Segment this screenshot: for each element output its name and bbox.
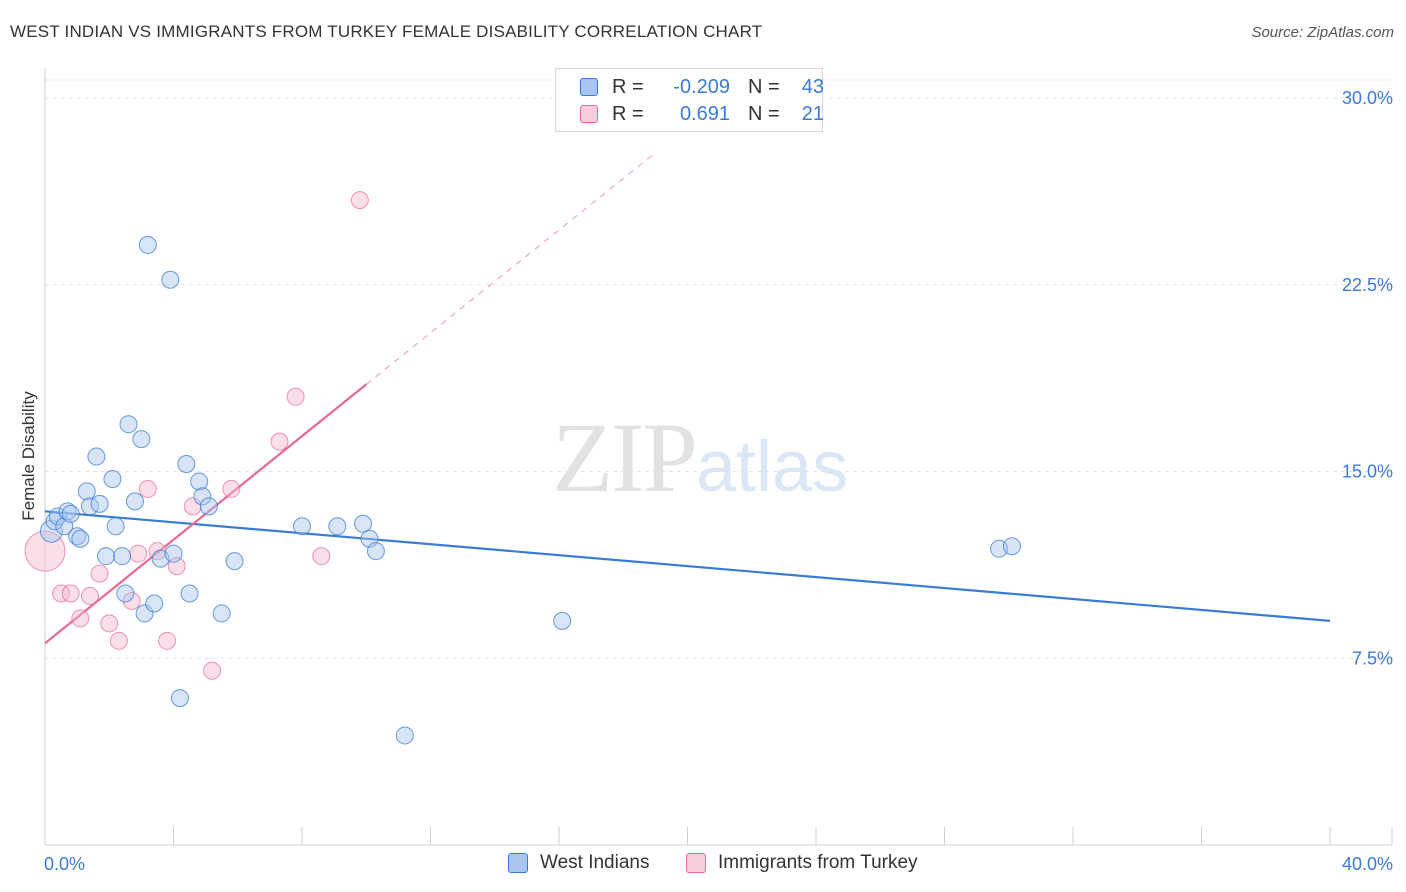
trend-lines (44, 152, 1331, 645)
watermark: ZIPatlas (552, 400, 848, 515)
data-point-turkey (129, 544, 148, 563)
legend-item-turkey: Immigrants from Turkey (686, 852, 918, 874)
y-axis-label: Female Disability (19, 391, 38, 521)
data-point-west-indians (116, 584, 135, 603)
data-point-west-indians (97, 547, 116, 566)
data-point-west-indians (87, 447, 106, 466)
source-credit: Source: ZipAtlas.com (1251, 24, 1394, 41)
trend-line-west-indians (44, 510, 1331, 622)
data-point-west-indians (293, 517, 311, 536)
data-point-turkey (52, 584, 71, 603)
data-point-west-indians (212, 604, 231, 623)
data-point-turkey (222, 479, 241, 498)
y-tick-label: 7.5% (1352, 648, 1393, 668)
legend-n-value: 21 (801, 102, 824, 125)
data-point-west-indians (225, 552, 244, 571)
data-points (24, 191, 1021, 745)
data-point-turkey (109, 631, 128, 650)
y-tick-label: 15.0% (1342, 462, 1393, 482)
chart-title: WEST INDIAN VS IMMIGRANTS FROM TURKEY FE… (10, 22, 763, 41)
legend-label-west-indians: West Indians (540, 852, 650, 873)
data-point-west-indians (145, 594, 164, 613)
data-point-turkey (71, 609, 90, 628)
data-point-west-indians (58, 502, 77, 521)
series-legend: West Indians Immigrants from Turkey (0, 852, 1406, 878)
data-point-west-indians (170, 689, 189, 708)
legend-swatch-blue (580, 78, 598, 96)
data-point-west-indians (113, 547, 132, 566)
legend-r-label: R = (612, 102, 644, 125)
data-point-west-indians (177, 455, 196, 474)
legend-row-west-indians: R = -0.209 N = 43 (580, 76, 824, 98)
data-point-turkey (100, 614, 119, 633)
data-point-west-indians (68, 527, 87, 546)
legend-r-value: -0.209 (673, 75, 730, 98)
watermark-atlas: atlas (696, 427, 849, 507)
data-point-turkey (80, 587, 99, 605)
data-point-west-indians (119, 415, 138, 434)
data-point-west-indians (199, 497, 218, 516)
data-point-west-indians (1002, 537, 1021, 556)
legend-label-turkey: Immigrants from Turkey (718, 852, 918, 873)
watermark-zip: ZIP (552, 402, 698, 513)
data-point-west-indians (164, 544, 183, 563)
legend-n-value: 43 (801, 75, 824, 98)
legend-swatch-pink (580, 105, 598, 123)
data-point-west-indians (39, 519, 63, 543)
y-tick-label: 30.0% (1342, 88, 1393, 108)
data-point-west-indians (366, 542, 385, 561)
legend-row-turkey: R = 0.691 N = 21 (580, 103, 824, 125)
y-tick-label: 22.5% (1342, 275, 1393, 295)
data-point-west-indians (161, 270, 180, 289)
axes (44, 68, 1393, 846)
legend-r-value: 0.691 (679, 102, 730, 125)
data-point-turkey (312, 547, 331, 566)
data-point-west-indians (193, 487, 212, 506)
legend-swatch-blue (508, 853, 528, 873)
legend-n-label: N = (748, 102, 780, 125)
data-point-west-indians (354, 514, 373, 533)
data-point-west-indians (328, 517, 347, 536)
data-point-west-indians (132, 430, 151, 449)
data-point-west-indians (45, 512, 64, 531)
x-tick-label: 0.0% (44, 854, 85, 874)
data-point-turkey (183, 497, 202, 516)
data-point-west-indians (180, 584, 199, 603)
trend-line-turkey-extension (365, 152, 656, 385)
data-point-west-indians (103, 469, 122, 488)
x-tick-label: 40.0% (1342, 854, 1393, 874)
correlation-legend: R = -0.209 N = 43 R = 0.691 N = 21 (555, 68, 824, 132)
legend-r-label: R = (612, 75, 644, 98)
data-point-turkey (270, 432, 289, 451)
data-point-west-indians (190, 472, 209, 491)
data-point-turkey (61, 584, 80, 603)
data-point-west-indians (135, 604, 154, 623)
data-point-turkey (138, 479, 157, 498)
data-point-west-indians (90, 494, 109, 513)
data-point-turkey (350, 191, 369, 210)
gridlines (45, 79, 1392, 659)
data-point-west-indians (71, 529, 90, 548)
data-point-west-indians (61, 504, 80, 523)
legend-n-label: N = (748, 75, 780, 98)
data-point-west-indians (77, 482, 96, 501)
data-point-west-indians (553, 611, 572, 630)
data-point-west-indians (125, 492, 144, 511)
data-point-west-indians (106, 517, 125, 536)
axis-labels: 7.5% 15.0% 22.5% 30.0% 0.0% 40.0% Female Disab… (19, 88, 1393, 874)
data-point-turkey (203, 661, 222, 680)
data-point-turkey (286, 387, 305, 406)
data-point-west-indians (395, 726, 414, 745)
legend-swatch-pink (686, 853, 706, 873)
data-point-turkey (158, 631, 177, 650)
data-point-turkey (90, 564, 109, 583)
data-point-turkey (122, 591, 141, 610)
data-point-west-indians (138, 235, 157, 254)
legend-item-west-indians: West Indians (508, 852, 649, 874)
